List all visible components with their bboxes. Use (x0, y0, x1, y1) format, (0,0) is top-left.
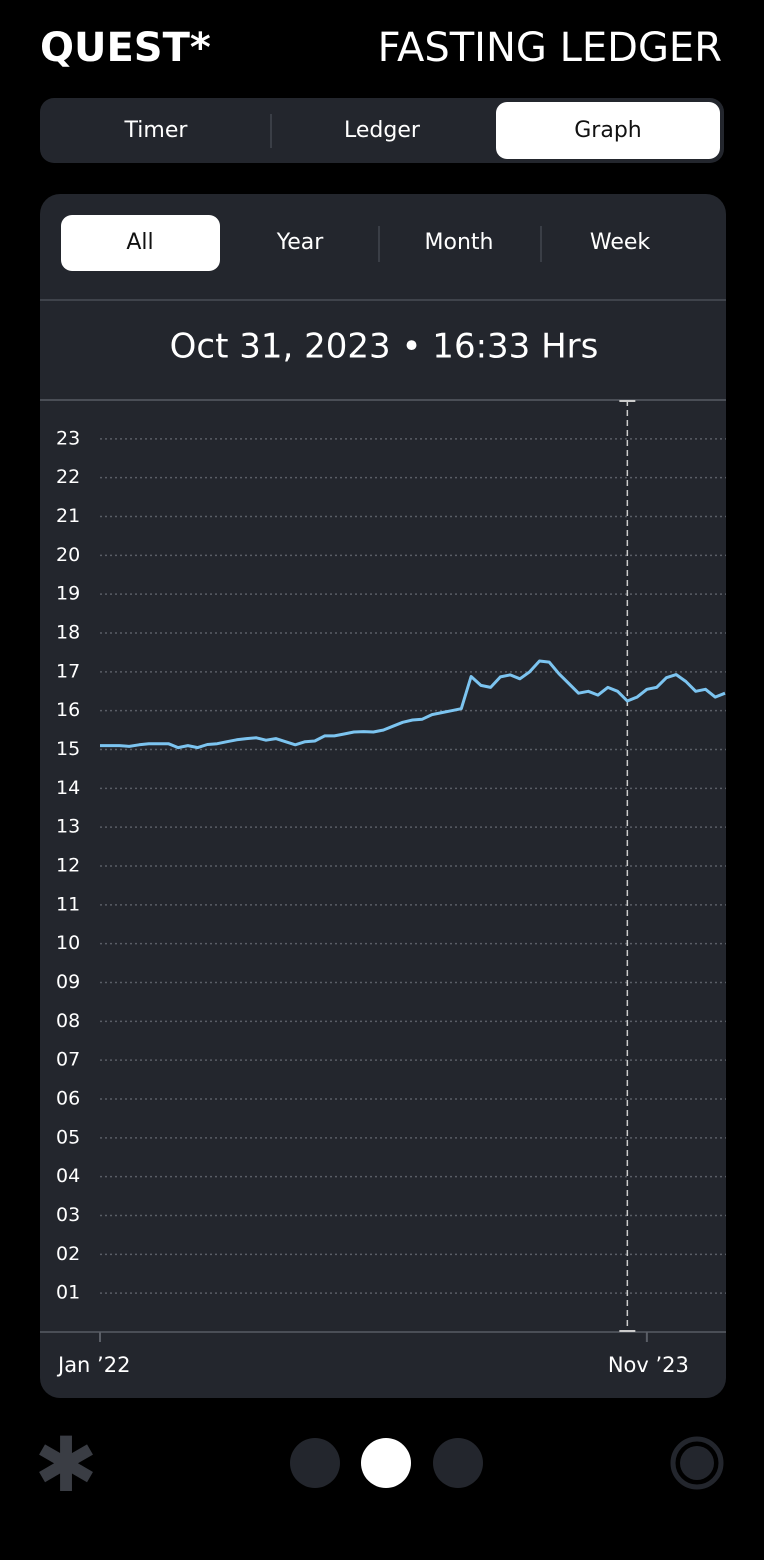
asterisk-icon[interactable]: ✱ (34, 1420, 98, 1509)
page-dot[interactable] (361, 1438, 411, 1488)
y-tick-label: 13 (56, 816, 80, 838)
app-title: FASTING LEDGER (378, 25, 722, 71)
tab[interactable]: Ledger (344, 118, 421, 143)
y-tick-label: 19 (56, 583, 80, 605)
y-tick-label: 10 (56, 932, 80, 954)
y-tick-label: 04 (56, 1165, 80, 1187)
y-tick-label: 06 (56, 1088, 80, 1110)
ring-icon-core (680, 1446, 714, 1480)
y-tick-label: 11 (56, 893, 80, 915)
y-tick-label: 18 (56, 622, 80, 644)
chart-card (40, 194, 726, 1398)
plot: 01 02 03 04 05 06 07 08 09 10 11 12 13 14 15 16 17 18 19 20… (56, 400, 726, 1377)
range-tab[interactable]: All (126, 230, 153, 255)
y-tick-label: 14 (56, 777, 80, 799)
y-tick-label: 01 (56, 1282, 80, 1304)
x-tick-label: Nov ’23 (608, 1353, 689, 1377)
active-tab (496, 102, 720, 159)
y-tick-label: 09 (56, 971, 80, 993)
y-tick-label: 17 (56, 660, 80, 682)
x-tick-label: Jan ’22 (56, 1353, 130, 1377)
readout: Oct 31, 2023 • 16:33 Hrs (170, 327, 599, 367)
y-tick-label: 22 (56, 466, 80, 488)
active-range (61, 215, 220, 271)
page-dot[interactable] (290, 1438, 340, 1488)
data-line (100, 659, 726, 750)
range-tab[interactable]: Week (590, 230, 651, 255)
y-tick-label: 07 (56, 1049, 80, 1071)
y-tick-label: 20 (56, 544, 80, 566)
y-tick-label: 12 (56, 855, 80, 877)
y-tick-label: 23 (56, 427, 80, 449)
y-tick-label: 03 (56, 1204, 80, 1226)
y-tick-label: 05 (56, 1126, 80, 1148)
y-tick-label: 16 (56, 699, 80, 721)
y-tick-label: 08 (56, 1010, 80, 1032)
y-tick-label: 15 (56, 738, 80, 760)
range-tab[interactable]: Month (425, 230, 494, 255)
tab[interactable]: Timer (124, 118, 189, 143)
logo: QUEST* (40, 25, 211, 71)
y-tick-label: 02 (56, 1243, 80, 1265)
range-tab[interactable]: Year (276, 230, 325, 255)
tab[interactable]: Graph (574, 118, 641, 143)
page-dot[interactable] (433, 1438, 483, 1488)
ring-icon[interactable] (670, 1436, 724, 1490)
y-tick-label: 21 (56, 505, 80, 527)
